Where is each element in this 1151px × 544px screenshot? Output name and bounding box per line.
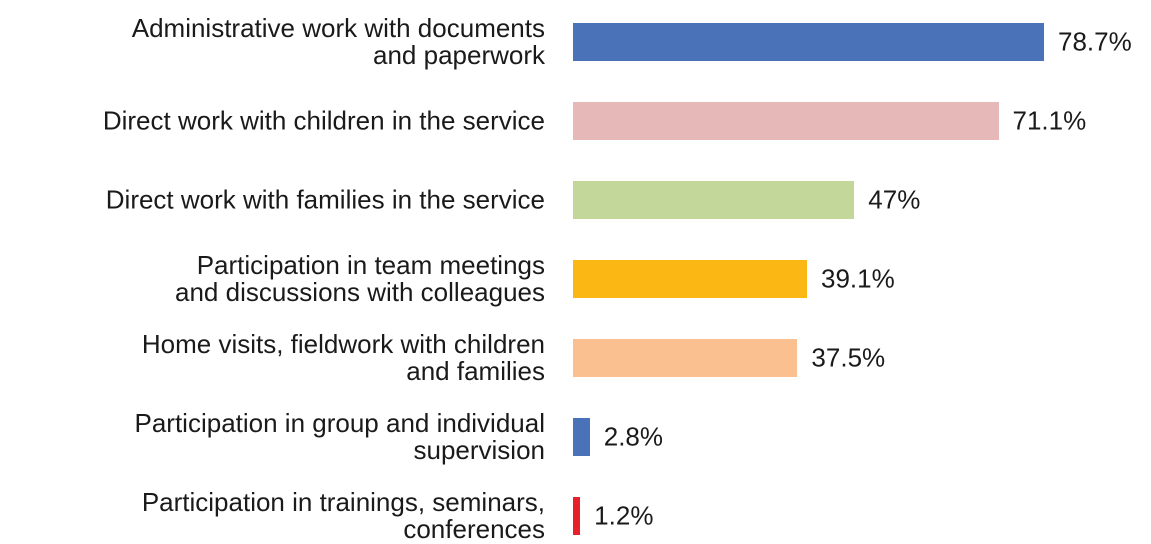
category-label: Participation in group and individual su…	[134, 408, 546, 465]
value-label: 78.7%	[1058, 26, 1132, 57]
category-label: Participation in trainings, seminars, co…	[141, 487, 545, 544]
category-label: Administrative work with documents and p…	[131, 13, 545, 70]
bar	[573, 418, 590, 456]
value-label: 1.2%	[594, 500, 654, 531]
bar	[573, 102, 999, 140]
value-label: 71.1%	[1012, 105, 1087, 136]
category-label: Home visits, fieldwork with children and…	[141, 329, 545, 386]
value-label: 37.5%	[811, 342, 886, 373]
bar	[573, 339, 798, 377]
bar	[573, 181, 855, 219]
category-label: Direct work with families in the service	[105, 184, 545, 215]
value-label: 2.8%	[603, 421, 664, 452]
value-label: 39.1%	[821, 263, 895, 294]
category-label: Participation in team meetings and discu…	[175, 250, 545, 307]
bar	[573, 23, 1044, 61]
bar	[573, 260, 807, 298]
value-label: 47%	[868, 184, 921, 215]
bar	[573, 497, 581, 535]
category-label: Direct work with children in the service	[102, 105, 545, 136]
